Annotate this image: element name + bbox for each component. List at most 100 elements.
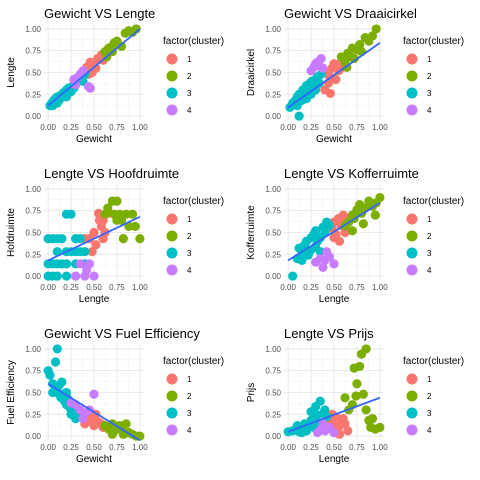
trend-line bbox=[287, 42, 381, 109]
chart-title: Gewicht VS Fuel Efficiency bbox=[44, 326, 200, 341]
legend-label: 2 bbox=[187, 392, 192, 401]
x-tick-label: 0.00 bbox=[280, 443, 296, 452]
legend-label: 4 bbox=[187, 266, 192, 275]
data-point-cluster-2 bbox=[107, 429, 117, 439]
data-point-cluster-2 bbox=[355, 40, 365, 50]
x-tick-label: 0.25 bbox=[303, 123, 319, 132]
legend-label: 4 bbox=[427, 266, 432, 275]
y-axis-label: Lengte bbox=[6, 57, 17, 88]
legend-label: 1 bbox=[427, 55, 432, 64]
data-point-cluster-2 bbox=[367, 414, 378, 424]
data-point-cluster-3 bbox=[61, 92, 72, 102]
data-point-cluster-3 bbox=[311, 85, 321, 95]
data-point-cluster-2 bbox=[121, 419, 131, 429]
chart-title: Lengte VS Kofferruimte bbox=[284, 166, 419, 181]
chart-title: Lengte VS Prijs bbox=[284, 326, 374, 341]
x-tick-label: 1.00 bbox=[372, 283, 388, 292]
data-point-cluster-2 bbox=[375, 193, 385, 203]
y-tick-label: 0.75 bbox=[25, 367, 41, 376]
legend-marker-2 bbox=[406, 390, 418, 402]
data-point-cluster-3 bbox=[315, 396, 325, 406]
data-point-cluster-2 bbox=[118, 234, 128, 244]
y-tick-label: 0.00 bbox=[265, 112, 281, 121]
x-tick-label: 0.00 bbox=[40, 443, 56, 452]
data-point-cluster-1 bbox=[343, 426, 353, 436]
trend-line bbox=[47, 28, 141, 107]
legend-label: 2 bbox=[427, 392, 432, 401]
y-tick-label: 0.75 bbox=[25, 47, 41, 56]
data-point-cluster-1 bbox=[87, 247, 97, 257]
data-point-cluster-4 bbox=[78, 414, 88, 424]
data-point-cluster-2 bbox=[112, 196, 122, 206]
data-point-cluster-3 bbox=[66, 209, 76, 219]
data-point-cluster-3 bbox=[320, 227, 330, 238]
legend-label: 4 bbox=[187, 426, 192, 435]
legend-marker-4 bbox=[166, 424, 178, 436]
data-point-cluster-4 bbox=[89, 389, 99, 399]
data-point-cluster-2 bbox=[336, 52, 346, 62]
data-point-cluster-3 bbox=[61, 387, 72, 398]
y-tick-label: 0.25 bbox=[25, 410, 41, 419]
legend-marker-1 bbox=[406, 213, 418, 225]
x-tick-label: 0.25 bbox=[63, 443, 79, 452]
legend: factor(cluster) 1 2 3 4 bbox=[403, 196, 464, 276]
legend-label: 2 bbox=[427, 232, 432, 241]
data-point-cluster-2 bbox=[367, 31, 378, 41]
chart-title: Lengte VS Hoofdruimte bbox=[44, 166, 179, 181]
data-point-cluster-4 bbox=[71, 271, 81, 281]
x-axis-label: Gewicht bbox=[76, 454, 112, 465]
data-point-cluster-1 bbox=[91, 240, 101, 250]
y-tick-label: 0.25 bbox=[265, 250, 281, 259]
x-tick-label: 0.25 bbox=[303, 443, 319, 452]
y-axis-label: Hofdruimte bbox=[6, 208, 17, 257]
data-point-cluster-1 bbox=[89, 227, 99, 238]
y-tick-label: 0.75 bbox=[265, 207, 281, 216]
data-point-cluster-1 bbox=[320, 85, 330, 95]
data-points bbox=[43, 196, 145, 281]
y-tick-label: 0.75 bbox=[265, 367, 281, 376]
legend-marker-4 bbox=[406, 104, 418, 116]
x-tick-label: 0.50 bbox=[326, 283, 342, 292]
x-tick-label: 0.00 bbox=[280, 123, 296, 132]
legend-marker-4 bbox=[166, 264, 178, 276]
data-point-cluster-2 bbox=[361, 405, 371, 415]
x-tick-label: 1.00 bbox=[132, 123, 148, 132]
y-tick-label: 0.50 bbox=[265, 69, 281, 78]
data-point-cluster-3 bbox=[324, 220, 335, 231]
data-point-cluster-4 bbox=[318, 262, 328, 272]
chart-panel-5: Gewicht VS Fuel Efficiency 0.00 0.25 0.50 0.… bbox=[6, 326, 224, 465]
chart-title: Gewicht VS Draaicirkel bbox=[284, 6, 417, 21]
chart-panel-2: Gewicht VS Draaicirkel 0.00 0.25 0.50 0.75 1.… bbox=[246, 6, 464, 145]
legend-title: factor(cluster) bbox=[163, 36, 224, 47]
y-tick-label: 1.00 bbox=[265, 25, 281, 34]
x-tick-label: 0.75 bbox=[349, 283, 365, 292]
legend: factor(cluster) 1 2 3 4 bbox=[403, 36, 464, 116]
data-point-cluster-4 bbox=[329, 427, 339, 438]
x-tick-label: 1.00 bbox=[372, 443, 388, 452]
data-points bbox=[43, 344, 145, 441]
data-point-cluster-2 bbox=[347, 226, 357, 236]
y-tick-label: 0.75 bbox=[25, 207, 41, 216]
legend-marker-4 bbox=[406, 264, 418, 276]
trend-line bbox=[47, 383, 141, 442]
data-point-cluster-2 bbox=[112, 215, 122, 225]
data-point-cluster-2 bbox=[370, 210, 380, 220]
data-point-cluster-3 bbox=[311, 226, 321, 236]
y-tick-label: 0.25 bbox=[265, 90, 281, 99]
legend-marker-2 bbox=[166, 390, 178, 402]
x-tick-label: 0.75 bbox=[109, 443, 125, 452]
legend-marker-2 bbox=[406, 230, 418, 242]
data-point-cluster-4 bbox=[78, 66, 88, 76]
data-point-cluster-2 bbox=[135, 234, 145, 244]
legend-title: factor(cluster) bbox=[163, 196, 224, 207]
legend-marker-4 bbox=[166, 104, 178, 116]
data-point-cluster-2 bbox=[355, 361, 365, 371]
legend-marker-3 bbox=[166, 407, 178, 419]
legend-title: factor(cluster) bbox=[403, 36, 464, 47]
data-point-cluster-3 bbox=[45, 370, 55, 380]
data-point-cluster-2 bbox=[116, 41, 127, 51]
data-point-cluster-4 bbox=[85, 83, 95, 93]
data-point-cluster-2 bbox=[351, 391, 361, 401]
x-tick-label: 1.00 bbox=[132, 443, 148, 452]
x-tick-label: 0.25 bbox=[63, 283, 79, 292]
